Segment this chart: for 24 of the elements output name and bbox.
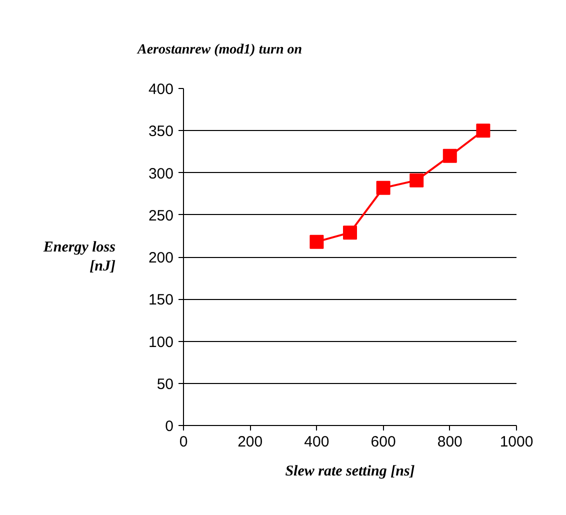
x-tick-label: 800 — [437, 434, 462, 450]
x-tick-label: 200 — [238, 434, 263, 450]
y-tick-label: 250 — [148, 207, 174, 224]
y-tick-label: 200 — [148, 250, 174, 266]
y-tick-label: 100 — [148, 334, 174, 351]
point — [376, 180, 390, 195]
y-tick-label: 300 — [148, 165, 174, 182]
y-tick-label: 350 — [148, 123, 174, 140]
x-axis-title: Slew rate setting [ns] — [285, 464, 415, 480]
point — [410, 173, 424, 188]
x-tick-label: 0 — [179, 434, 188, 450]
y-axis-title: Energy loss [nJ] — [42, 239, 116, 275]
point — [442, 148, 457, 163]
point — [476, 124, 490, 138]
x-tick-label: 1000 — [500, 434, 534, 450]
y-tick-label: 50 — [156, 376, 174, 393]
point — [343, 226, 357, 240]
point — [310, 234, 324, 249]
y-tick-label: 150 — [148, 292, 174, 309]
y-tick-label: 0 — [165, 418, 174, 435]
chart-title: Aerostanrew (mod1) turn on — [136, 42, 302, 58]
x-tick-label: 400 — [304, 434, 330, 450]
x-tick-label: 600 — [370, 434, 396, 450]
y-tick-label: 400 — [148, 81, 174, 98]
